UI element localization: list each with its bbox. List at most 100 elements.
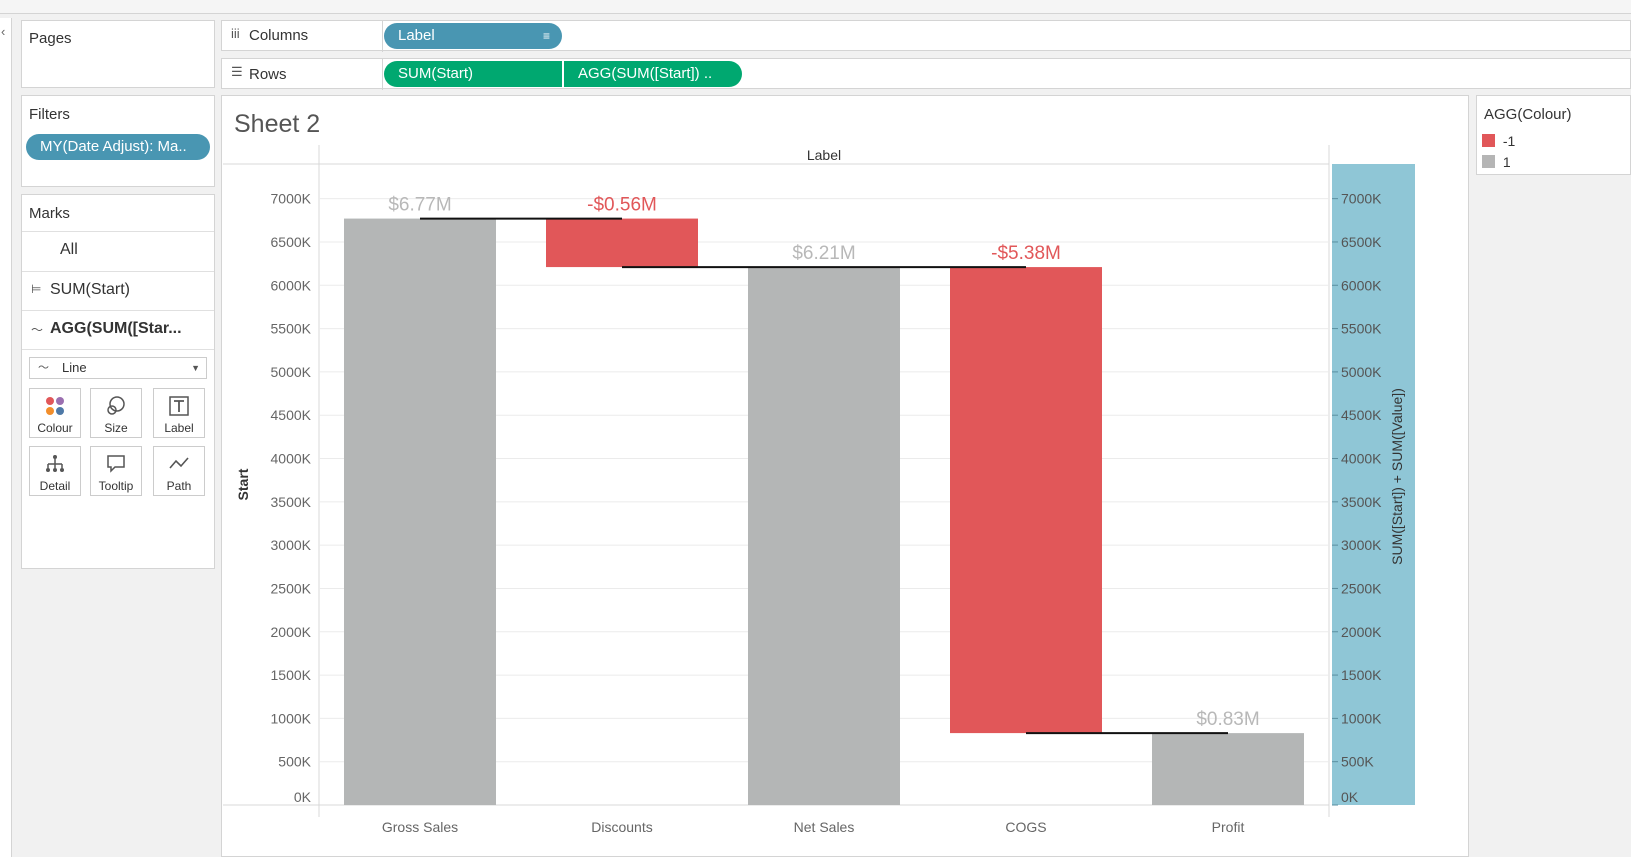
- columns-pill-label[interactable]: Label ≡: [384, 23, 562, 49]
- bar: [748, 267, 900, 805]
- collapse-chevron-icon[interactable]: ‹: [1, 24, 6, 39]
- left-collapse-strip[interactable]: ‹: [0, 18, 12, 857]
- marks-title: Marks: [29, 205, 70, 222]
- detail-label: Detail: [39, 479, 71, 493]
- x-tick-label: Net Sales: [794, 819, 855, 835]
- y-tick-label-right: 1000K: [1341, 710, 1382, 726]
- rows-pill-agg-sum[interactable]: AGG(SUM([Start]) ..: [564, 61, 742, 87]
- filters-title: Filters: [29, 106, 70, 123]
- size-icon: [91, 389, 141, 417]
- detail-button[interactable]: Detail: [29, 446, 81, 496]
- columns-label: Columns: [249, 27, 309, 44]
- y-tick-label-right: 500K: [1341, 754, 1374, 770]
- y-tick-label-left: 6500K: [271, 234, 312, 250]
- value-label: $6.77M: [388, 195, 451, 216]
- legend-label: 1: [1502, 154, 1511, 170]
- rows-icon: ☰: [231, 64, 243, 79]
- chart-connectors: [420, 217, 1228, 735]
- x-tick-label: Gross Sales: [382, 819, 458, 835]
- legend-label: -1: [1502, 133, 1516, 149]
- y-tick-label-left: 4000K: [271, 451, 312, 467]
- line-chart-icon: 〜: [31, 323, 44, 337]
- path-button[interactable]: Path: [153, 446, 205, 496]
- marks-card-sum-start[interactable]: SUM(Start): [50, 281, 130, 298]
- y-tick-label-left: 5500K: [271, 321, 312, 337]
- legend-item-neg[interactable]: -1: [1482, 133, 1515, 149]
- size-button[interactable]: Size: [90, 388, 142, 438]
- chart-bars: [344, 218, 1304, 805]
- y-tick-label-left: 1000K: [271, 710, 312, 726]
- y-tick-label-right: 3500K: [1341, 494, 1382, 510]
- sort-icon[interactable]: ≡: [542, 29, 550, 43]
- mark-type-dropdown[interactable]: 〜 Line ▼: [29, 357, 207, 379]
- marks-card: Marks All ⊨ SUM(Start) 〜 AGG(SUM([Star..…: [21, 194, 215, 569]
- mark-type-value: Line: [62, 360, 87, 375]
- y-tick-label-right: 4500K: [1341, 407, 1382, 423]
- y-tick-label-right: 3000K: [1341, 537, 1382, 553]
- legend-item-pos[interactable]: 1: [1482, 154, 1511, 170]
- y-tick-label-right: 2000K: [1341, 624, 1382, 640]
- marks-all[interactable]: All: [60, 241, 78, 258]
- path-icon: [154, 447, 204, 475]
- bar: [546, 218, 698, 268]
- chart-frame: Label: [223, 145, 1415, 817]
- y-tick-label-left: 5000K: [271, 364, 312, 380]
- tooltip-icon: [91, 447, 141, 475]
- rows-pill-sum-start[interactable]: SUM(Start): [384, 61, 562, 87]
- x-tick-label: COGS: [1005, 819, 1046, 835]
- columns-icon: iii: [231, 26, 240, 41]
- chart-value-labels: $6.77M -$0.56M $6.21M -$5.38M $0.83M: [388, 195, 1259, 731]
- marks-card-agg-sum[interactable]: AGG(SUM([Star...: [50, 320, 182, 337]
- chevron-down-icon[interactable]: ▼: [191, 363, 200, 373]
- x-tick-label: Profit: [1212, 819, 1245, 835]
- value-label: $0.83M: [1196, 709, 1259, 730]
- path-label: Path: [166, 479, 192, 493]
- legend-swatch: [1482, 134, 1495, 147]
- value-label: -$5.38M: [991, 243, 1061, 264]
- bar: [1152, 733, 1304, 805]
- x-tick-label: Discounts: [591, 819, 652, 835]
- y-tick-label-left: 7000K: [271, 191, 312, 207]
- y-tick-label-left: 3000K: [271, 537, 312, 553]
- filter-pill-date[interactable]: MY(Date Adjust): Ma..: [26, 134, 210, 160]
- y-tick-label-left: 2500K: [271, 580, 312, 596]
- label-label: Label: [164, 421, 194, 435]
- legend-card: AGG(Colour) -1 1: [1476, 95, 1631, 175]
- value-label: -$0.56M: [587, 195, 657, 216]
- pill-text: MY(Date Adjust): Ma..: [40, 138, 187, 155]
- label-button[interactable]: Label: [153, 388, 205, 438]
- size-label: Size: [104, 421, 128, 435]
- tooltip-button[interactable]: Tooltip: [90, 446, 142, 496]
- legend-title: AGG(Colour): [1484, 106, 1572, 123]
- y-tick-label-left: 500K: [278, 754, 311, 770]
- pill-text: Label: [398, 27, 435, 44]
- legend-swatch: [1482, 155, 1495, 168]
- pages-title: Pages: [29, 30, 72, 47]
- line-icon: 〜: [38, 362, 49, 374]
- dual-axis-band: [1332, 164, 1415, 805]
- y-tick-label-right: 4000K: [1341, 451, 1382, 467]
- colour-icon: [30, 389, 80, 417]
- y-tick-label-right: 6000K: [1341, 277, 1382, 293]
- value-label: $6.21M: [792, 243, 855, 264]
- pill-text: SUM(Start): [398, 65, 473, 82]
- bar-chart-icon: ⊨: [31, 282, 42, 296]
- bar: [950, 267, 1102, 734]
- bar: [344, 218, 496, 805]
- y-tick-label-right: 1500K: [1341, 667, 1382, 683]
- pages-card: Pages: [21, 20, 215, 88]
- chart-axes: 0K 0K 500K 500K 1000K 1000K 1500K 1500K 2000K 200…: [235, 191, 1405, 835]
- sheet-title: Sheet 2: [234, 110, 321, 138]
- colour-button[interactable]: Colour: [29, 388, 81, 438]
- colour-label: Colour: [37, 421, 73, 435]
- y-tick-label-right: 0K: [1341, 789, 1359, 805]
- rows-label: Rows: [249, 66, 287, 83]
- y-tick-label-left: 4500K: [271, 407, 312, 423]
- y-tick-label-right: 2500K: [1341, 580, 1382, 596]
- y-tick-label-right: 5500K: [1341, 321, 1382, 337]
- y-tick-label-left: 6000K: [271, 277, 312, 293]
- pill-text: AGG(SUM([Start]) ..: [578, 65, 713, 82]
- y-tick-label-right: 7000K: [1341, 191, 1382, 207]
- text-label-icon: [154, 389, 204, 417]
- toolbar: [0, 0, 1631, 14]
